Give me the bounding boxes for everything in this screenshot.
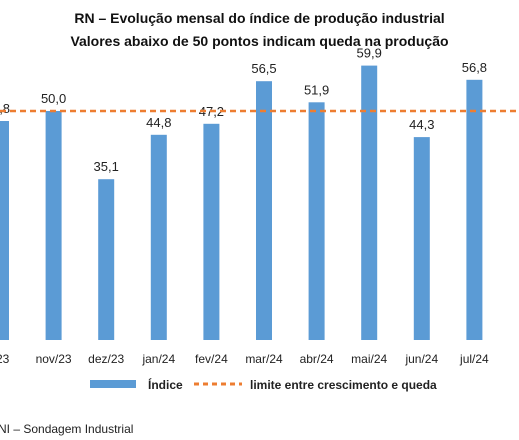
value-label-jul-24: 56,8 <box>462 60 487 75</box>
legend-bar-swatch <box>90 380 136 388</box>
bar-jan-24 <box>150 134 167 340</box>
legend: Índice limite entre crescimento e queda <box>90 377 437 392</box>
value-label-mai-24: 59,9 <box>357 46 382 61</box>
bar-nov-23 <box>45 111 62 340</box>
bar-abr-24 <box>308 102 325 340</box>
x-tick-jan-24: jan/24 <box>141 352 175 366</box>
x-tick-mar-24: mar/24 <box>245 352 283 366</box>
value-label-nov-23: 50,0 <box>41 91 66 106</box>
x-axis-ticks: /23 nov/23 dez/23 jan/24 fev/24 mar/24 abr/24 m… <box>0 352 489 366</box>
legend-bar-label: Índice <box>148 377 183 392</box>
x-tick-jun-24: jun/24 <box>404 352 438 366</box>
source-note: NI – Sondagem Industrial <box>0 422 134 436</box>
x-tick-dez-23: dez/23 <box>88 352 124 366</box>
legend-line-label: limite entre crescimento e queda <box>250 378 437 392</box>
x-tick-mai-24: mai/24 <box>351 352 387 366</box>
bar-dez-23 <box>98 179 115 340</box>
bar-out-23 <box>0 121 9 340</box>
value-label-jan-24: 44,8 <box>146 115 171 130</box>
x-tick-out-23: /23 <box>0 352 10 366</box>
bars-group <box>0 65 483 341</box>
value-label-mar-24: 56,5 <box>251 61 276 76</box>
value-label-out-23: 7,8 <box>0 101 10 116</box>
bar-chart: RN – Evolução mensal do índice de produç… <box>0 10 519 392</box>
value-label-dez-23: 35,1 <box>94 159 119 174</box>
bar-fev-24 <box>203 123 220 340</box>
value-label-abr-24: 51,9 <box>304 82 329 97</box>
chart-title: RN – Evolução mensal do índice de produç… <box>74 10 444 26</box>
bar-jul-24 <box>466 79 483 341</box>
x-tick-nov-23: nov/23 <box>36 352 72 366</box>
x-tick-abr-24: abr/24 <box>300 352 334 366</box>
x-tick-fev-24: fev/24 <box>195 352 228 366</box>
value-label-jun-24: 44,3 <box>409 117 434 132</box>
chart-subtitle: Valores abaixo de 50 pontos indicam qued… <box>70 33 448 49</box>
bar-mai-24 <box>361 65 378 340</box>
bar-jun-24 <box>413 137 430 340</box>
x-tick-jul-24: jul/24 <box>459 352 489 366</box>
bar-mar-24 <box>256 81 272 340</box>
